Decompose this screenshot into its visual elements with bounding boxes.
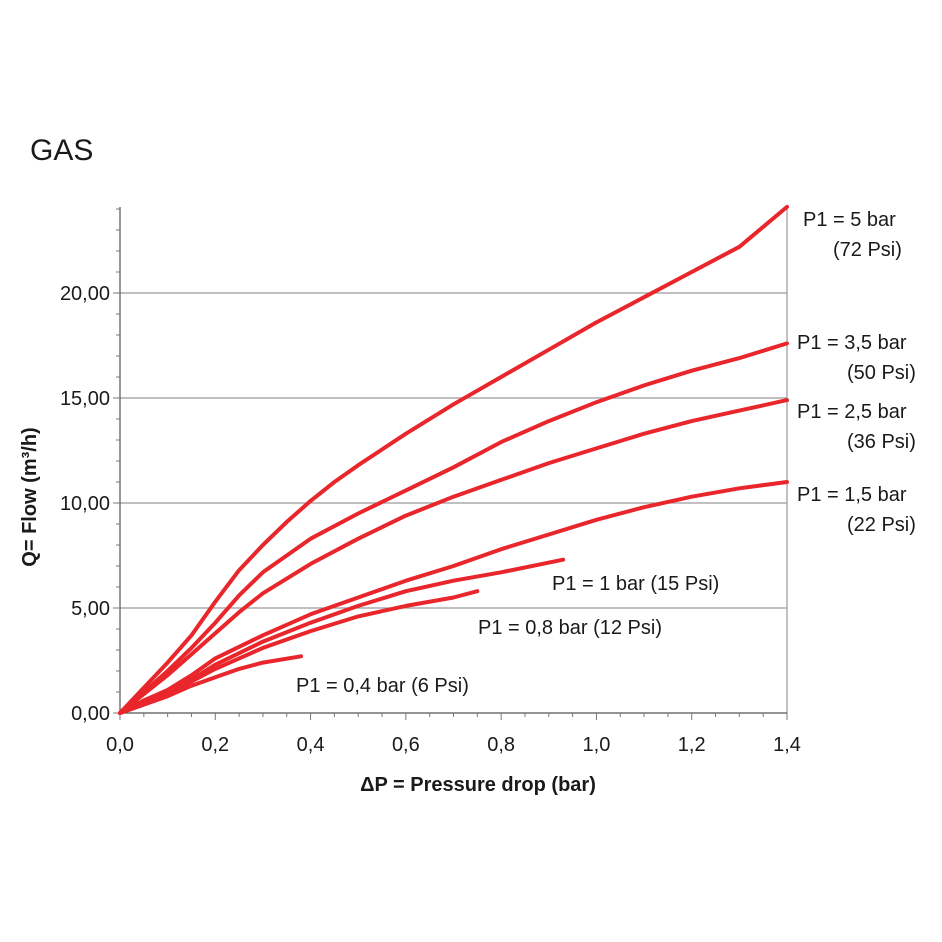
series-line-2 <box>118 398 789 715</box>
series-label-1-line-1: (50 Psi) <box>847 362 916 384</box>
series-label-2-line-0: P1 = 2,5 bar <box>797 401 907 423</box>
x-tick-label: 1,0 <box>583 734 611 756</box>
y-tick-label: 0,00 <box>71 703 110 725</box>
series-label-2-line-1: (36 Psi) <box>847 431 916 453</box>
x-tick-label: 0,6 <box>392 734 420 756</box>
y-axis-label: Q= Flow (m³/h) <box>19 427 41 566</box>
series-line-1 <box>118 341 789 715</box>
y-tick-label: 20,00 <box>60 283 110 305</box>
chart-title: GAS <box>30 134 93 167</box>
x-tick-label: 1,4 <box>773 734 801 756</box>
series-line-0 <box>118 204 789 715</box>
x-tick-label: 0,8 <box>487 734 515 756</box>
x-tick-label: 0,0 <box>106 734 134 756</box>
series-label-5-line-0: P1 = 0,8 bar (12 Psi) <box>478 617 662 639</box>
series-label-1-line-0: P1 = 3,5 bar <box>797 332 907 354</box>
gridlines <box>120 292 787 609</box>
series-labels: P1 = 5 bar (72 Psi) P1 = 3,5 bar (50 Psi) P1… <box>296 209 916 697</box>
series-lines <box>118 204 789 715</box>
series-label-3-line-0: P1 = 1,5 bar <box>797 484 907 506</box>
x-tick-label: 1,2 <box>678 734 706 756</box>
x-tick-label: 0,2 <box>201 734 229 756</box>
tick-labels: 0,00 5,00 10,00 15,00 20,00 0,0 0,2 0,4 0,6 0,8 1,… <box>60 283 801 756</box>
series-label-6-line-0: P1 = 0,4 bar (6 Psi) <box>296 675 469 697</box>
series-line-3 <box>118 480 789 715</box>
y-tick-label: 5,00 <box>71 598 110 620</box>
series-label-0-line-0: P1 = 5 bar <box>803 209 896 231</box>
y-tick-label: 10,00 <box>60 493 110 515</box>
y-tick-label: 15,00 <box>60 388 110 410</box>
series-label-3-line-1: (22 Psi) <box>847 514 916 536</box>
series-label-4-line-0: P1 = 1 bar (15 Psi) <box>552 573 719 595</box>
axes <box>113 207 788 720</box>
x-tick-label: 0,4 <box>297 734 325 756</box>
series-line-6 <box>118 654 303 715</box>
x-axis-label: ΔP = Pressure drop (bar) <box>360 774 596 796</box>
series-label-0-line-1: (72 Psi) <box>833 239 902 261</box>
